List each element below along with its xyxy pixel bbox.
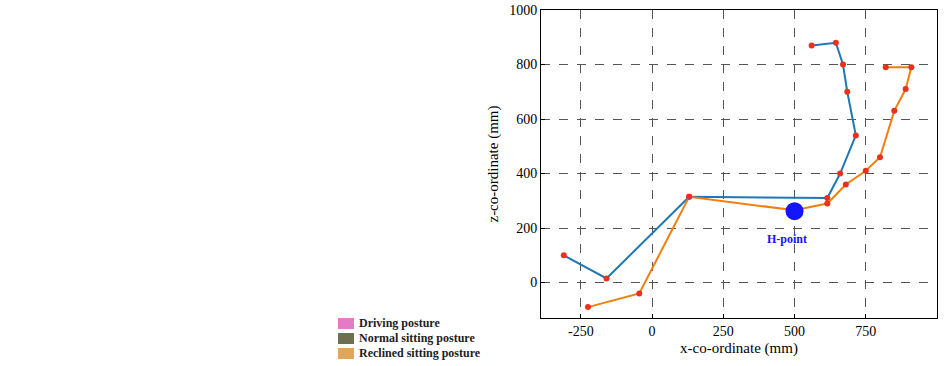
svg-text:0: 0 [530, 275, 537, 290]
svg-text:750: 750 [855, 324, 876, 339]
svg-text:-250: -250 [568, 324, 594, 339]
svg-text:200: 200 [516, 221, 537, 236]
svg-text:400: 400 [516, 166, 537, 181]
svg-text:800: 800 [516, 57, 537, 72]
svg-text:z-co-ordinate (mm): z-co-ordinate (mm) [485, 105, 502, 222]
html-text:Driving posture: Driving posture [359, 316, 440, 330]
svg-text:600: 600 [516, 112, 537, 127]
svg-text:500: 500 [784, 324, 805, 339]
svg-text:1000: 1000 [509, 3, 537, 18]
html-text:Normal sitting posture: Normal sitting posture [359, 331, 475, 345]
html-text:Reclined sitting posture: Reclined sitting posture [359, 346, 481, 360]
svg-text:250: 250 [713, 324, 734, 339]
svg-text:H-point: H-point [767, 232, 807, 246]
svg-text:0: 0 [649, 324, 656, 339]
svg-text:x-co-ordinate (mm): x-co-ordinate (mm) [680, 340, 798, 357]
